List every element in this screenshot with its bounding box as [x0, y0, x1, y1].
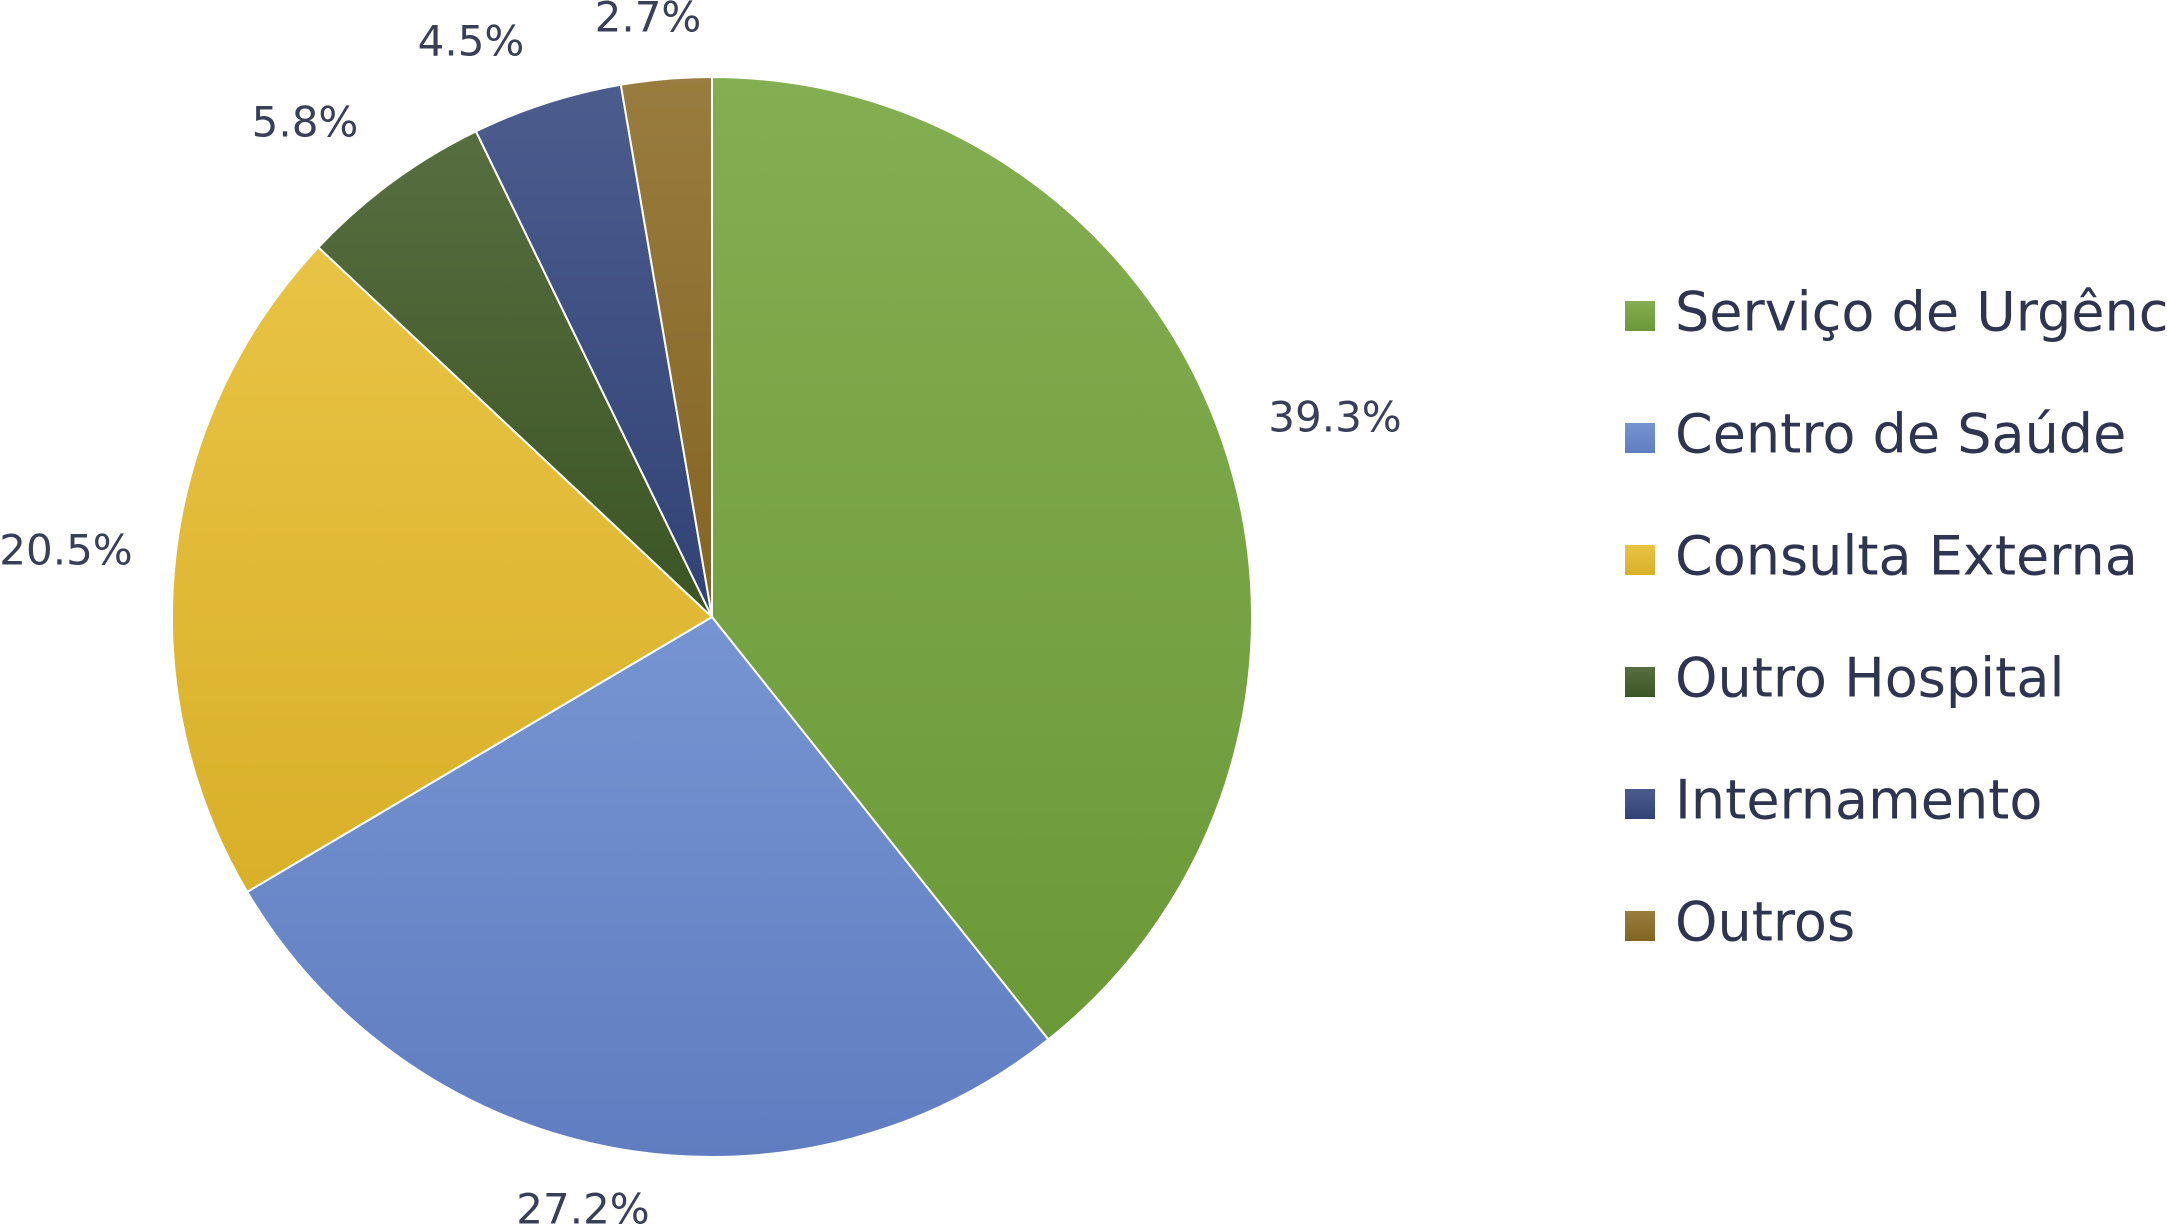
legend-swatch-consulta-externa [1625, 545, 1655, 575]
legend-label-servico-de-urgencia: Serviço de Urgência [1675, 281, 2167, 344]
slice-value-label-centro-de-saude: 27.2% [516, 1185, 649, 1231]
slice-value-label-servico-de-urgencia: 39.3% [1268, 393, 1401, 442]
legend-label-consulta-externa: Consulta Externa [1675, 525, 2138, 588]
legend-swatch-centro-de-saude [1625, 423, 1655, 453]
pie-slice-centro-de-saude [245, 615, 1050, 1158]
slice-value-label-outro-hospital: 5.8% [252, 98, 359, 147]
pie-slices [171, 75, 1253, 1158]
legend-swatch-outros [1625, 911, 1655, 941]
pie-slice-outro-hospital [316, 129, 713, 618]
pie-slice-consulta-externa [171, 245, 714, 894]
legend-swatch-internamento [1625, 789, 1655, 819]
pie-slice-outros [619, 75, 713, 618]
legend-swatch-outro-hospital [1625, 667, 1655, 697]
legend: Serviço de Urgência Centro de Saúde Consul… [1625, 281, 2167, 954]
legend-label-centro-de-saude: Centro de Saúde [1675, 403, 2126, 466]
pie-slice-servico-de-urgencia [711, 75, 1253, 1041]
legend-label-internamento: Internamento [1675, 769, 2042, 832]
legend-label-outro-hospital: Outro Hospital [1675, 647, 2064, 710]
slice-value-label-consulta-externa: 20.5% [0, 526, 133, 575]
slice-labels: 39.3% 27.2% 20.5% 5.8% 4.5% 2.7% [0, 0, 1402, 1231]
slice-value-label-outros: 2.7% [595, 0, 702, 42]
legend-label-outros: Outros [1675, 891, 1855, 954]
slice-value-label-internamento: 4.5% [418, 17, 525, 66]
legend-swatch-servico-de-urgencia [1625, 301, 1655, 331]
